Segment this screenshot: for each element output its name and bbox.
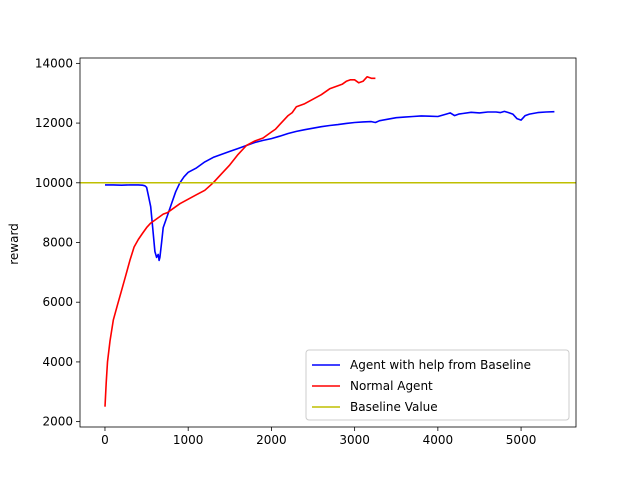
x-axis-ticks: 0 1000 2000 3000 4000 5000 [101,427,536,447]
y-tick-label: 6000 [42,295,73,309]
y-axis-ticks: 2000 4000 6000 8000 10000 12000 14000 [35,56,80,429]
series-line-2 [104,76,376,407]
legend-box [305,349,570,421]
x-tick-label: 3000 [339,433,370,447]
y-tick-label: 4000 [42,355,73,369]
legend-label: Normal Agent [350,379,433,393]
y-axis-label: reward [7,223,21,265]
y-tick-label: 10000 [35,176,73,190]
x-tick-label: 5000 [506,433,537,447]
x-tick-label: 2000 [256,433,287,447]
x-tick-label: 1000 [173,433,204,447]
series-line-1 [105,110,555,262]
x-tick-label: 0 [101,433,109,447]
y-tick-label: 12000 [35,116,73,130]
x-tick-label: 4000 [423,433,454,447]
y-tick-label: 8000 [42,236,73,250]
legend-label: Baseline Value [350,400,438,414]
y-tick-label: 14000 [35,56,73,70]
legend: Agent with help from Baseline Normal Agen… [305,349,570,421]
plot-lines [80,76,576,407]
y-tick-label: 2000 [42,415,73,429]
legend-label: Agent with help from Baseline [350,358,531,372]
